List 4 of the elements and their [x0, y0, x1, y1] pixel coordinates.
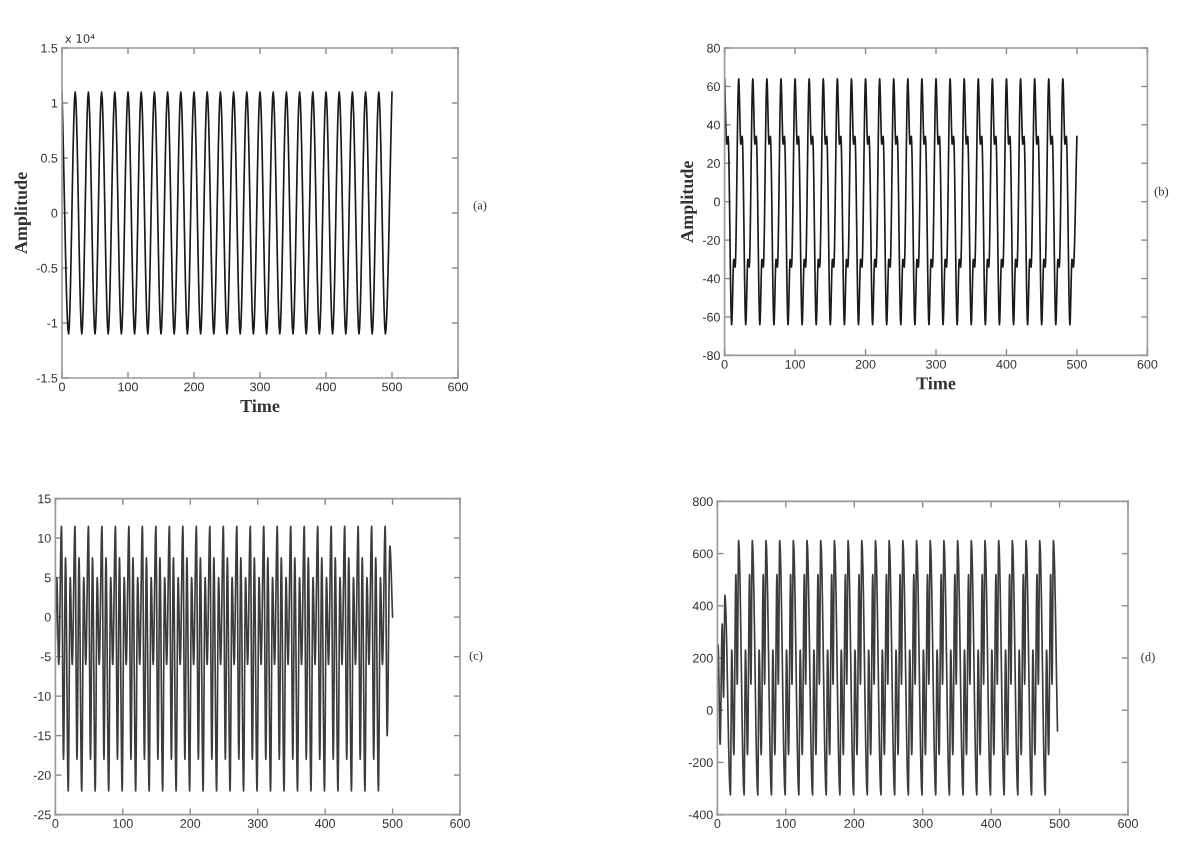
x-axis-title: Time [240, 399, 280, 413]
x-axis-title: Time [916, 376, 956, 390]
y-axis-title: Amplitude [680, 161, 697, 243]
y-axis-title: Amplitude [14, 172, 31, 254]
